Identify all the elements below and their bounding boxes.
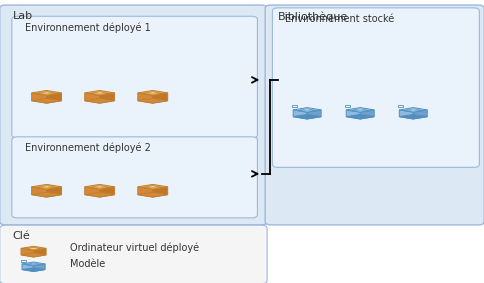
Text: Environnement déployé 2: Environnement déployé 2 — [25, 143, 151, 153]
Text: Ordinateur virtuel déployé: Ordinateur virtuel déployé — [70, 243, 199, 253]
Polygon shape — [346, 110, 360, 119]
FancyBboxPatch shape — [12, 16, 257, 138]
Polygon shape — [360, 110, 374, 119]
Polygon shape — [85, 187, 100, 197]
Polygon shape — [297, 109, 317, 111]
FancyBboxPatch shape — [12, 137, 257, 218]
Polygon shape — [36, 186, 58, 188]
Polygon shape — [21, 253, 46, 257]
Polygon shape — [100, 93, 115, 103]
Polygon shape — [25, 247, 43, 249]
Bar — [398, 105, 403, 107]
Polygon shape — [22, 262, 45, 266]
Polygon shape — [399, 114, 427, 119]
Polygon shape — [350, 109, 370, 111]
Polygon shape — [413, 110, 427, 119]
Polygon shape — [31, 192, 61, 197]
Polygon shape — [31, 91, 61, 95]
Polygon shape — [293, 108, 321, 112]
Polygon shape — [399, 108, 427, 112]
Text: Lab: Lab — [13, 11, 33, 21]
Polygon shape — [46, 187, 61, 197]
Polygon shape — [31, 93, 46, 103]
Polygon shape — [138, 192, 167, 197]
Polygon shape — [22, 264, 33, 271]
Polygon shape — [293, 110, 307, 119]
Polygon shape — [85, 91, 115, 95]
FancyBboxPatch shape — [272, 8, 479, 167]
Polygon shape — [25, 263, 42, 265]
Polygon shape — [31, 98, 61, 103]
Polygon shape — [399, 110, 413, 119]
Polygon shape — [85, 98, 115, 103]
FancyBboxPatch shape — [265, 5, 484, 225]
Polygon shape — [138, 98, 167, 103]
Polygon shape — [31, 185, 61, 189]
Polygon shape — [138, 91, 167, 95]
Polygon shape — [142, 92, 164, 94]
Polygon shape — [21, 248, 33, 257]
Polygon shape — [138, 185, 167, 189]
FancyBboxPatch shape — [0, 5, 267, 225]
Text: Environnement déployé 1: Environnement déployé 1 — [25, 22, 151, 33]
Polygon shape — [21, 246, 46, 250]
Polygon shape — [31, 187, 46, 197]
Polygon shape — [293, 114, 321, 119]
Polygon shape — [153, 187, 167, 197]
Polygon shape — [403, 109, 424, 111]
Bar — [292, 105, 297, 107]
Polygon shape — [153, 93, 167, 103]
FancyBboxPatch shape — [0, 225, 267, 283]
Polygon shape — [142, 186, 164, 188]
Polygon shape — [85, 93, 100, 103]
Polygon shape — [89, 186, 110, 188]
Polygon shape — [307, 110, 321, 119]
Polygon shape — [36, 92, 58, 94]
Polygon shape — [46, 93, 61, 103]
Polygon shape — [22, 268, 45, 271]
Polygon shape — [346, 114, 374, 119]
Polygon shape — [85, 185, 115, 189]
Bar — [21, 260, 26, 262]
Text: Modèle: Modèle — [70, 259, 105, 269]
Polygon shape — [33, 248, 46, 257]
Polygon shape — [138, 93, 153, 103]
Text: Bibliothèque: Bibliothèque — [278, 11, 348, 22]
Polygon shape — [33, 264, 45, 271]
Text: Clé: Clé — [13, 231, 30, 241]
Polygon shape — [85, 192, 115, 197]
Bar — [345, 105, 350, 107]
Polygon shape — [100, 187, 115, 197]
Polygon shape — [89, 92, 110, 94]
Polygon shape — [138, 187, 153, 197]
Text: Environnement stocké: Environnement stocké — [286, 14, 394, 24]
Polygon shape — [346, 108, 374, 112]
